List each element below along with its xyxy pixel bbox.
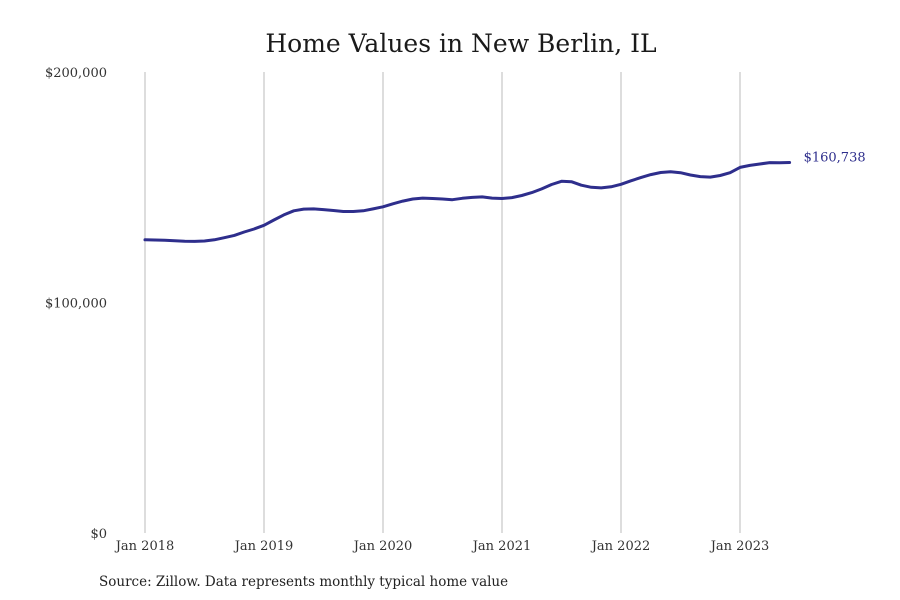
x-tick-label: Jan 2019 bbox=[233, 539, 294, 554]
y-axis-tick-labels: $0 $100,000 $200,000 bbox=[45, 66, 107, 542]
y-tick-label: $200,000 bbox=[45, 66, 107, 81]
chart-title: Home Values in New Berlin, IL bbox=[265, 29, 656, 58]
x-tick-label: Jan 2018 bbox=[114, 539, 175, 554]
home-value-series-line bbox=[143, 161, 792, 243]
x-tick-label: Jan 2020 bbox=[352, 539, 413, 554]
x-tick-label: Jan 2022 bbox=[590, 539, 651, 554]
y-tick-label: $0 bbox=[90, 527, 107, 542]
x-tick-label: Jan 2023 bbox=[709, 539, 770, 554]
source-note: Source: Zillow. Data represents monthly … bbox=[99, 574, 508, 590]
y-tick-label: $100,000 bbox=[45, 297, 107, 312]
vertical-gridlines bbox=[144, 72, 741, 533]
end-value-label: $160,738 bbox=[804, 150, 866, 165]
x-tick-label: Jan 2021 bbox=[471, 539, 532, 554]
x-axis-tick-labels: Jan 2018 Jan 2019 Jan 2020 Jan 2021 Jan 2022… bbox=[114, 539, 770, 554]
